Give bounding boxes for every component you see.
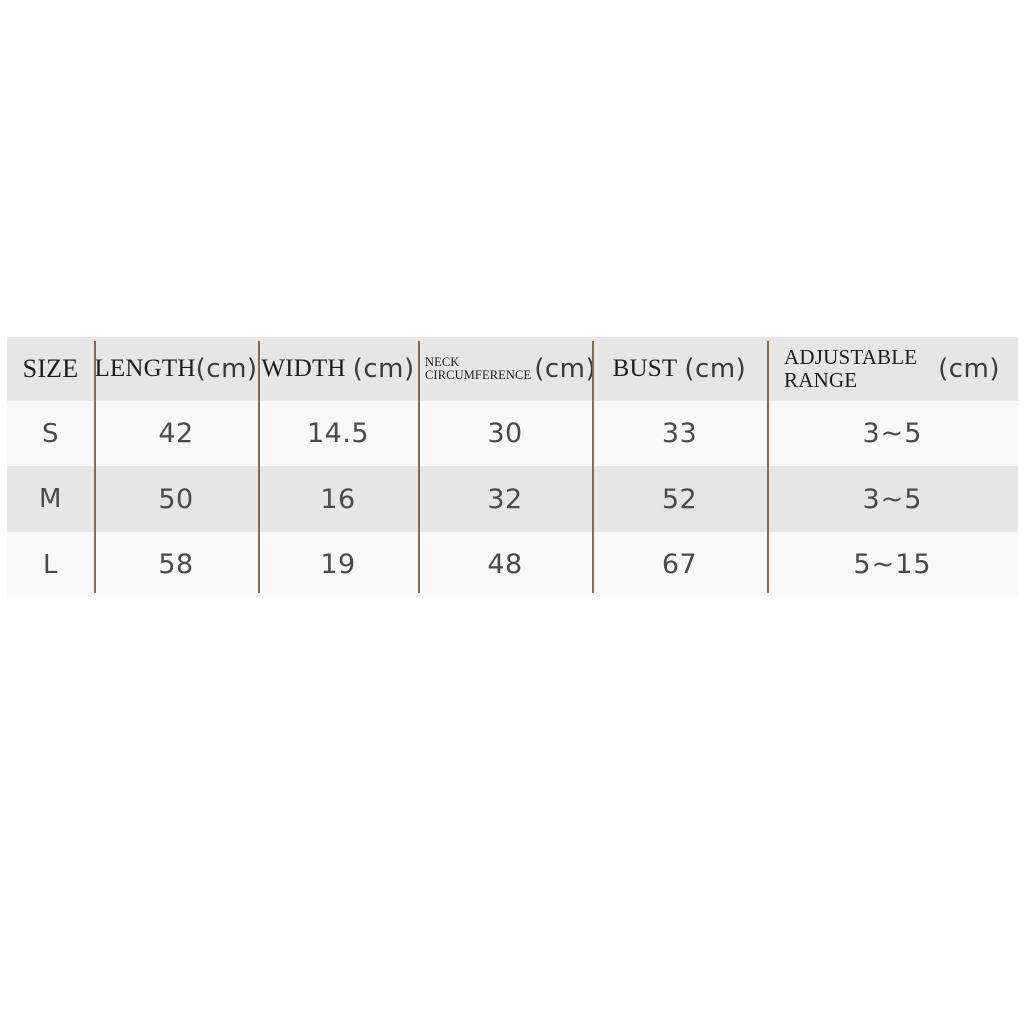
cell-width: 14.5 bbox=[258, 401, 418, 466]
column-header-adjustable-label-line1: ADJUSTABLE bbox=[784, 345, 918, 370]
size-chart-table: SIZE LENGTH (cm) WIDTH (cm) NECK bbox=[7, 337, 1018, 597]
column-header-length: LENGTH (cm) bbox=[94, 337, 258, 401]
table-header-row: SIZE LENGTH (cm) WIDTH (cm) NECK bbox=[7, 337, 1018, 401]
column-header-neck-unit: (cm) bbox=[534, 354, 597, 384]
column-header-size-label: SIZE bbox=[22, 354, 79, 383]
cell-length: 50 bbox=[94, 466, 258, 532]
cell-adjustable-range: 5~15 bbox=[767, 532, 1018, 597]
column-header-neck-circumference: NECK CIRCUMFERENCE (cm) bbox=[418, 337, 596, 401]
column-header-size: SIZE bbox=[7, 337, 94, 401]
cell-width: 16 bbox=[258, 466, 418, 532]
cell-adjustable-range: 3~5 bbox=[767, 401, 1018, 466]
column-header-adjustable-label-line2: RANGE bbox=[784, 368, 858, 392]
cell-neck-circumference: 32 bbox=[418, 466, 592, 532]
cell-neck-circumference: 48 bbox=[418, 532, 592, 597]
column-header-width: WIDTH (cm) bbox=[258, 337, 418, 401]
column-header-length-unit: (cm) bbox=[195, 354, 258, 384]
cell-length: 42 bbox=[94, 401, 258, 466]
column-header-width-unit: (cm) bbox=[352, 354, 415, 384]
cell-bust: 52 bbox=[592, 466, 767, 532]
cell-width: 19 bbox=[258, 532, 418, 597]
cell-size: L bbox=[7, 532, 94, 597]
column-header-adjustable-unit: (cm) bbox=[938, 354, 1000, 384]
column-header-bust-unit: (cm) bbox=[684, 354, 747, 384]
table-row: M 50 16 32 52 3~5 bbox=[7, 466, 1018, 532]
column-header-adjustable-range: ADJUSTABLE RANGE (cm) bbox=[767, 337, 1018, 401]
cell-bust: 33 bbox=[592, 401, 767, 466]
table-row: S 42 14.5 30 33 3~5 bbox=[7, 401, 1018, 466]
column-header-neck-label-line2: CIRCUMFERENCE bbox=[425, 368, 532, 382]
column-header-bust-label: BUST bbox=[612, 355, 678, 382]
column-header-length-label: LENGTH bbox=[94, 355, 196, 382]
cell-neck-circumference: 30 bbox=[418, 401, 592, 466]
cell-bust: 67 bbox=[592, 532, 767, 597]
cell-size: M bbox=[7, 466, 94, 532]
cell-length: 58 bbox=[94, 532, 258, 597]
column-header-width-label: WIDTH bbox=[261, 355, 346, 382]
cell-size: S bbox=[7, 401, 94, 466]
cell-adjustable-range: 3~5 bbox=[767, 466, 1018, 532]
table-row: L 58 19 48 67 5~15 bbox=[7, 532, 1018, 597]
column-header-neck-label-line1: NECK bbox=[425, 354, 460, 369]
column-header-bust: BUST (cm) bbox=[592, 337, 767, 401]
